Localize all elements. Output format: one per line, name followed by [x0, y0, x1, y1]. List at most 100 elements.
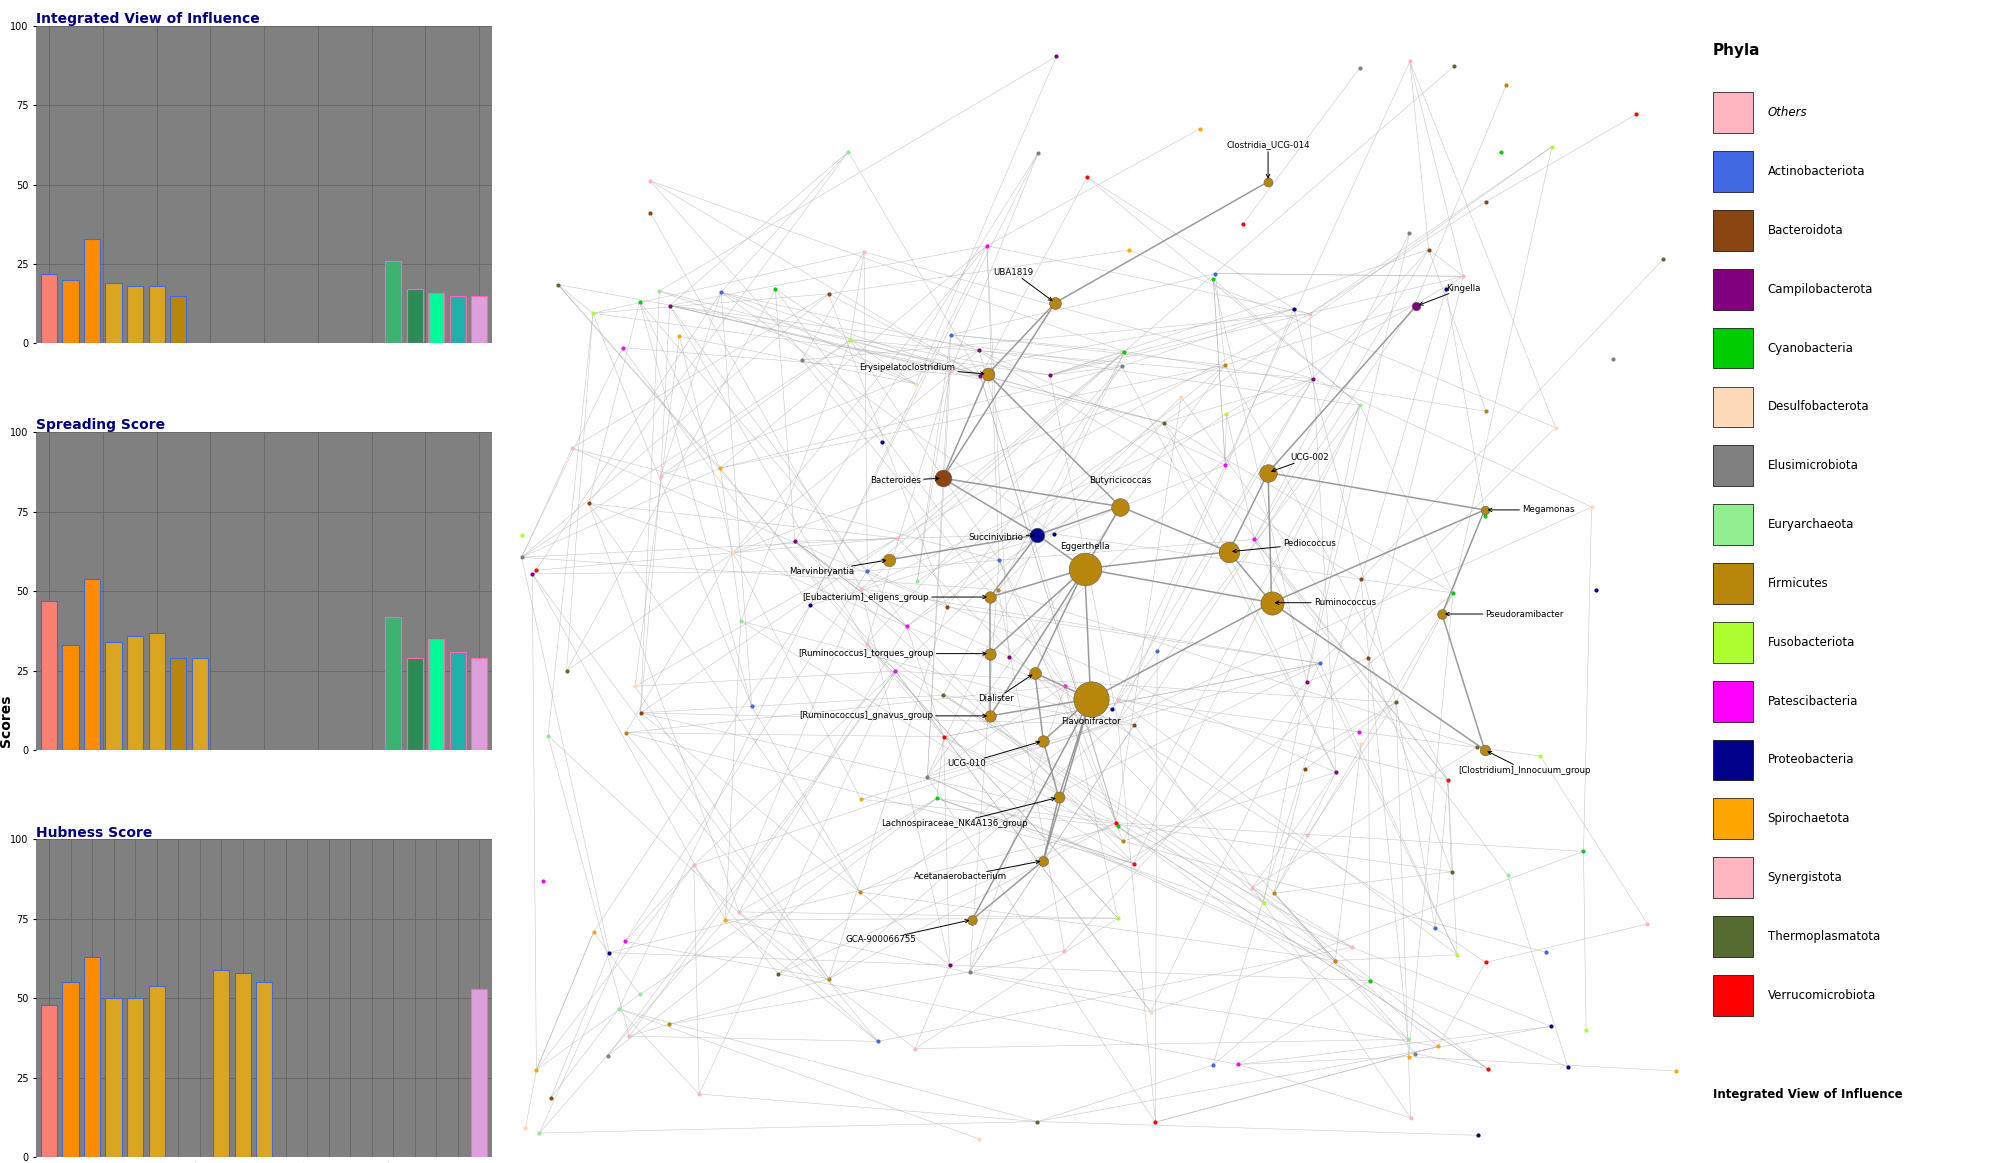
- Point: [1102, 818, 1134, 836]
- Point: [963, 1129, 995, 1148]
- Point: [1040, 48, 1072, 66]
- Bar: [385, 261, 401, 343]
- Text: Spirochaetota: Spirochaetota: [1766, 812, 1848, 826]
- Point: [925, 469, 957, 487]
- Bar: [62, 983, 78, 1157]
- Point: [602, 1000, 634, 1019]
- Bar: [213, 970, 229, 1157]
- Point: [524, 1123, 556, 1142]
- Point: [1106, 357, 1138, 376]
- Point: [861, 1032, 893, 1050]
- Point: [578, 923, 610, 942]
- Point: [1469, 402, 1501, 421]
- Bar: [1712, 386, 1752, 427]
- Bar: [191, 658, 207, 750]
- Point: [1435, 863, 1467, 882]
- Bar: [149, 286, 165, 343]
- Point: [644, 466, 676, 485]
- Point: [1118, 854, 1150, 872]
- Bar: [1712, 445, 1752, 486]
- Point: [725, 612, 757, 630]
- Point: [1551, 1058, 1584, 1077]
- Text: Elusimicrobiota: Elusimicrobiota: [1766, 459, 1858, 472]
- Point: [735, 697, 767, 715]
- Text: [Clostridium]_Innocuum_group: [Clostridium]_Innocuum_group: [1457, 751, 1590, 775]
- Text: Patescibacteria: Patescibacteria: [1766, 694, 1856, 707]
- Point: [1421, 1037, 1453, 1056]
- Point: [1319, 951, 1351, 970]
- Point: [1483, 143, 1515, 162]
- Point: [1112, 241, 1144, 259]
- Bar: [450, 651, 466, 750]
- Point: [1391, 1048, 1423, 1066]
- Point: [899, 374, 931, 393]
- Point: [652, 1015, 684, 1034]
- Point: [1252, 172, 1284, 191]
- Point: [1038, 525, 1070, 543]
- Point: [1291, 672, 1323, 691]
- Bar: [1712, 92, 1752, 133]
- Bar: [126, 636, 142, 750]
- Point: [1646, 250, 1678, 269]
- Point: [1106, 832, 1138, 850]
- Bar: [405, 290, 423, 343]
- Point: [1100, 813, 1132, 832]
- Point: [1291, 826, 1323, 844]
- Point: [931, 598, 963, 616]
- Point: [1198, 264, 1230, 283]
- Text: Integrated View of Influence: Integrated View of Influence: [1712, 1089, 1903, 1101]
- Point: [1140, 642, 1172, 661]
- Point: [654, 297, 686, 315]
- Bar: [257, 983, 273, 1157]
- Point: [506, 548, 538, 566]
- Point: [1196, 270, 1228, 288]
- Text: Thermoplasmatota: Thermoplasmatota: [1766, 930, 1879, 943]
- Bar: [62, 645, 78, 750]
- Bar: [472, 658, 488, 750]
- Point: [1212, 542, 1244, 561]
- Point: [1393, 52, 1425, 71]
- Point: [1319, 763, 1351, 782]
- Bar: [1712, 740, 1752, 780]
- Point: [704, 458, 737, 477]
- Point: [873, 550, 905, 569]
- Point: [955, 911, 987, 929]
- Point: [983, 551, 1016, 570]
- Point: [927, 728, 959, 747]
- Point: [1425, 605, 1457, 623]
- Point: [901, 572, 933, 591]
- Point: [1118, 715, 1150, 734]
- Point: [1630, 914, 1662, 933]
- Point: [1048, 942, 1080, 961]
- Point: [969, 236, 1001, 255]
- Point: [1467, 741, 1499, 759]
- Point: [1018, 664, 1050, 683]
- Bar: [1712, 799, 1752, 840]
- Bar: [1712, 975, 1752, 1015]
- Point: [1102, 712, 1134, 730]
- Point: [891, 618, 923, 636]
- Point: [847, 243, 879, 262]
- Point: [1580, 582, 1612, 600]
- Point: [1351, 648, 1383, 666]
- Point: [845, 790, 877, 808]
- Bar: [149, 985, 165, 1157]
- Text: Pseudoramibacter: Pseudoramibacter: [1445, 609, 1563, 619]
- Point: [1022, 144, 1054, 163]
- Point: [1252, 463, 1284, 481]
- Point: [1042, 789, 1074, 807]
- Bar: [62, 280, 78, 343]
- Point: [1210, 405, 1242, 423]
- Text: Desulfobacterota: Desulfobacterota: [1766, 400, 1869, 413]
- Point: [618, 677, 650, 695]
- Point: [678, 856, 710, 875]
- Point: [1222, 1055, 1254, 1073]
- Point: [911, 768, 943, 786]
- Point: [851, 562, 883, 580]
- Point: [1022, 1112, 1054, 1130]
- Text: Proteobacteria: Proteobacteria: [1766, 754, 1852, 766]
- Point: [1226, 214, 1258, 233]
- Point: [927, 686, 959, 705]
- Point: [1288, 759, 1321, 778]
- Point: [708, 911, 741, 929]
